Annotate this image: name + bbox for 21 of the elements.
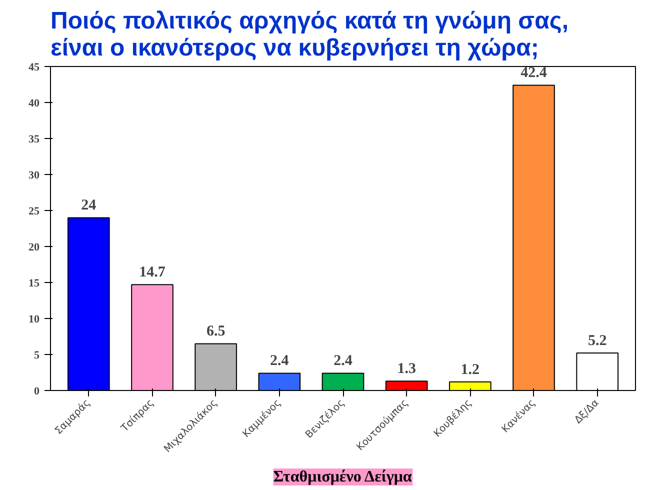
text: Σταθμισμένο Δείγμα xyxy=(273,468,412,486)
data-label: 2.4 xyxy=(334,353,353,370)
y-tick-label: 15 xyxy=(28,278,40,290)
data-label: 5.2 xyxy=(588,333,607,350)
y-tick-label: 25 xyxy=(28,206,40,218)
y-tick-label: 35 xyxy=(28,134,40,146)
y-tick-label: 0 xyxy=(34,386,40,398)
data-label: 1.3 xyxy=(397,361,416,378)
data-label: 42.4 xyxy=(520,65,548,82)
y-tick-label: 45 xyxy=(28,62,40,74)
data-label: 1.2 xyxy=(460,362,480,378)
data-label: 6.5 xyxy=(206,324,226,340)
data-label: 14.7 xyxy=(139,264,166,281)
y-tick-label: 40 xyxy=(28,98,40,110)
y-tick-label: 20 xyxy=(28,242,40,254)
data-label: 2.4 xyxy=(270,353,290,370)
y-tick-label: 10 xyxy=(28,314,40,326)
y-tick-label: 5 xyxy=(34,350,40,362)
data-label: 24 xyxy=(81,198,97,214)
chart-title: Ποιός πολιτικός αρχηγός κατά τη γνώμη σας, είναι ο ικανότερος να κυβερνήσει τη χώρα; xyxy=(50,8,569,62)
y-tick-label: 30 xyxy=(28,170,40,182)
